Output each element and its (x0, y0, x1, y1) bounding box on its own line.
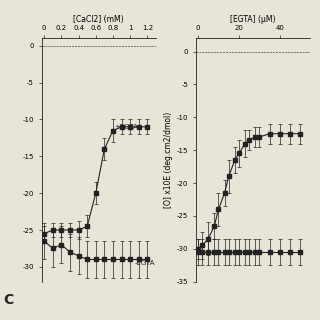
Text: C: C (3, 293, 13, 307)
Text: +EGTA: +EGTA (115, 124, 139, 130)
Text: -EGTA: -EGTA (134, 260, 155, 266)
Y-axis label: [O] x10E (deg.cm2/dmol): [O] x10E (deg.cm2/dmol) (164, 112, 173, 208)
X-axis label: [CaCl2] (mM): [CaCl2] (mM) (74, 15, 124, 24)
X-axis label: [EGTA] (μM): [EGTA] (μM) (230, 15, 276, 24)
